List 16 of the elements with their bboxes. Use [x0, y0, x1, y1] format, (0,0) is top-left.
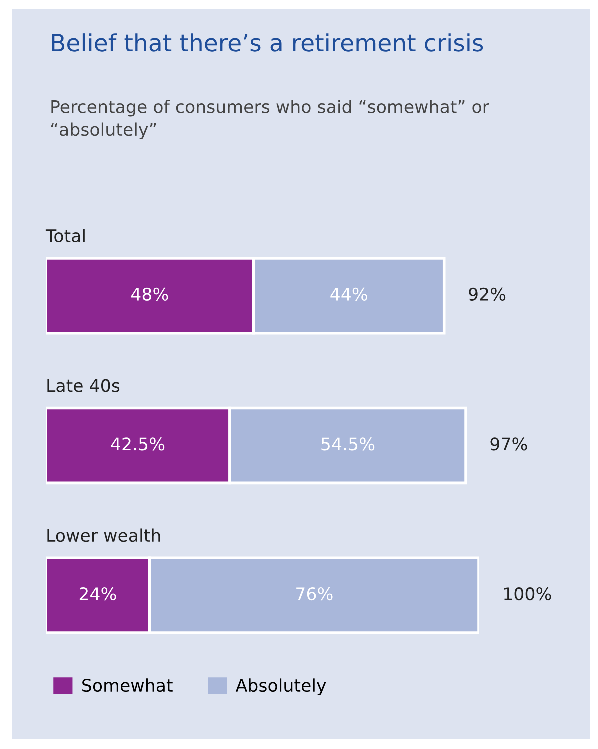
chart-title: Belief that there’s a retirement crisis — [52, 34, 484, 52]
legend-label: Absolutely — [236, 678, 326, 696]
y-tick-label: Total — [46, 229, 85, 243]
chart-subtitle: Percentage of consumers who said “somewhat” or “absolutely” — [51, 100, 490, 140]
data-label: 44% — [330, 288, 368, 301]
legend-label: Somewhat — [82, 678, 173, 692]
y-tick-label: Lower wealth — [48, 528, 160, 542]
total-label: 92% — [469, 288, 506, 301]
data-label: 54.5% — [322, 438, 375, 451]
data-label: 76% — [296, 587, 333, 601]
total-label: 97% — [490, 438, 528, 451]
y-tick-label: Late 40s — [48, 379, 120, 392]
data-label: 24% — [80, 587, 116, 601]
data-label: 48% — [131, 288, 168, 301]
total-label: 100% — [504, 587, 552, 601]
data-label: 42.5% — [111, 438, 165, 451]
